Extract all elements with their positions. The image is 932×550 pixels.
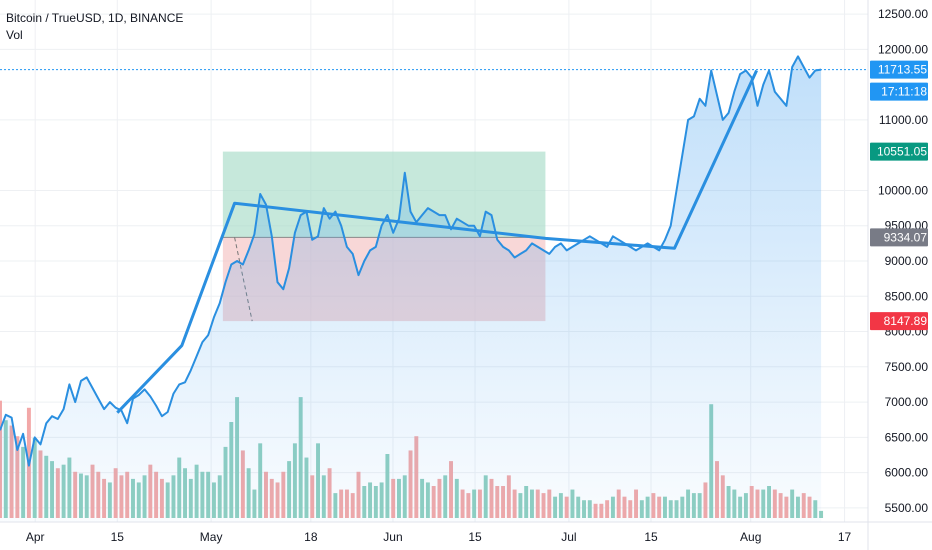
- entry-price-label-bg: [870, 228, 928, 247]
- bar-countdown-label: 17:11:18: [881, 85, 927, 99]
- price-line[interactable]: [0, 55, 822, 467]
- x-tick-label: Apr: [26, 530, 45, 544]
- bar-countdown-label-bg: [870, 82, 928, 101]
- x-tick-label: 15: [644, 530, 658, 544]
- x-tick-label: 18: [304, 530, 318, 544]
- x-tick-label: 15: [468, 530, 482, 544]
- x-tick-label: 15: [111, 530, 125, 544]
- y-tick-label: 10000.00: [878, 183, 928, 197]
- trendline[interactable]: [116, 69, 758, 414]
- x-tick-label: Jul: [561, 530, 576, 544]
- y-tick-label: 6000.00: [885, 466, 929, 480]
- y-tick-label: 12500.00: [878, 7, 928, 21]
- x-tick-label: Aug: [740, 530, 761, 544]
- x-tick-label: Jun: [383, 530, 402, 544]
- x-tick-label: 17: [838, 530, 852, 544]
- target-price-label: 10551.05: [877, 145, 927, 159]
- y-tick-label: 9000.00: [885, 254, 929, 268]
- entry-price-label: 9334.07: [884, 230, 928, 244]
- symbol-title[interactable]: Bitcoin / TrueUSD, 1D, BINANCE: [6, 11, 184, 25]
- last-price-label-bg: [870, 60, 928, 79]
- y-tick-label: 6500.00: [885, 430, 929, 444]
- y-tick-label: 8500.00: [885, 289, 929, 303]
- y-tick-label: 5500.00: [885, 501, 929, 515]
- stop-price-label: 8147.89: [884, 314, 928, 328]
- price-area: [0, 56, 822, 523]
- chart-legend: Bitcoin / TrueUSD, 1D, BINANCE Vol: [6, 10, 183, 44]
- y-tick-label: 7000.00: [885, 395, 929, 409]
- target-price-label-bg: [870, 142, 928, 161]
- stop-price-label-bg: [870, 312, 928, 331]
- last-price-label: 11713.55: [878, 63, 927, 77]
- volume-indicator-label[interactable]: Vol: [6, 28, 23, 42]
- y-tick-label: 11000.00: [879, 113, 928, 127]
- y-tick-label: 7500.00: [885, 360, 929, 374]
- y-tick-label: 12000.00: [878, 42, 928, 56]
- x-tick-label: May: [200, 530, 223, 544]
